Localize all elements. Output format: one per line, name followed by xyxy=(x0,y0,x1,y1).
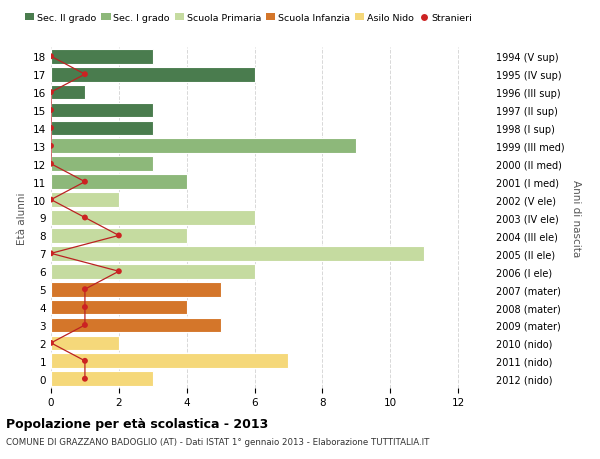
Legend: Sec. II grado, Sec. I grado, Scuola Primaria, Scuola Infanzia, Asilo Nido, Stran: Sec. II grado, Sec. I grado, Scuola Prim… xyxy=(25,14,472,23)
Point xyxy=(46,161,56,168)
Point xyxy=(46,89,56,96)
Point xyxy=(114,268,124,275)
Bar xyxy=(51,354,289,369)
Bar xyxy=(51,85,85,100)
Point xyxy=(46,250,56,257)
Bar xyxy=(51,139,356,154)
Point xyxy=(80,71,90,78)
Bar xyxy=(51,157,153,172)
Bar xyxy=(51,282,221,297)
Point xyxy=(46,143,56,150)
Point xyxy=(46,340,56,347)
Point xyxy=(114,232,124,240)
Point xyxy=(80,214,90,222)
Point xyxy=(80,179,90,186)
Bar xyxy=(51,300,187,315)
Point xyxy=(46,107,56,114)
Point xyxy=(46,125,56,132)
Bar xyxy=(51,103,153,118)
Bar xyxy=(51,372,153,386)
Y-axis label: Anni di nascita: Anni di nascita xyxy=(571,179,581,257)
Bar xyxy=(51,229,187,243)
Bar xyxy=(51,336,119,351)
Point xyxy=(46,53,56,61)
Bar xyxy=(51,175,187,190)
Point xyxy=(80,375,90,383)
Bar xyxy=(51,67,254,82)
Point xyxy=(80,304,90,311)
Y-axis label: Età alunni: Età alunni xyxy=(17,192,28,244)
Bar xyxy=(51,50,153,64)
Point xyxy=(46,196,56,204)
Bar xyxy=(51,246,424,261)
Bar xyxy=(51,264,254,279)
Text: COMUNE DI GRAZZANO BADOGLIO (AT) - Dati ISTAT 1° gennaio 2013 - Elaborazione TUT: COMUNE DI GRAZZANO BADOGLIO (AT) - Dati … xyxy=(6,437,430,446)
Bar xyxy=(51,193,119,207)
Bar xyxy=(51,318,221,333)
Text: Popolazione per età scolastica - 2013: Popolazione per età scolastica - 2013 xyxy=(6,417,268,430)
Point xyxy=(80,322,90,329)
Point xyxy=(80,286,90,293)
Bar xyxy=(51,211,254,225)
Bar xyxy=(51,121,153,136)
Point xyxy=(80,358,90,365)
